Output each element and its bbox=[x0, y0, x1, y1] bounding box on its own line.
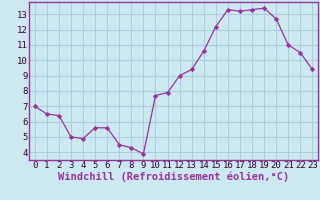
X-axis label: Windchill (Refroidissement éolien,°C): Windchill (Refroidissement éolien,°C) bbox=[58, 172, 289, 182]
